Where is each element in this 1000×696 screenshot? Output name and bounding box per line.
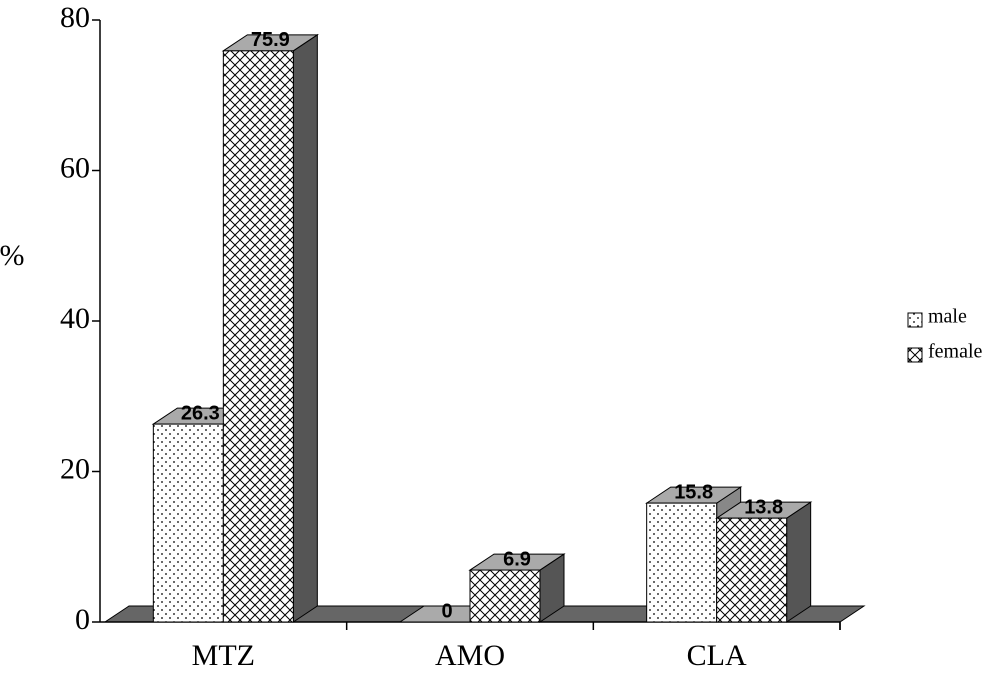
value-label: 13.8 <box>744 496 783 518</box>
legend-label: female <box>928 341 983 363</box>
legend-swatch <box>907 312 923 328</box>
y-axis-label: % <box>0 239 25 272</box>
bar-side <box>786 501 812 623</box>
bar <box>646 502 718 623</box>
x-tick-label: MTZ <box>192 639 255 672</box>
value-label: 15.8 <box>674 481 713 503</box>
value-label: 0 <box>441 600 452 622</box>
legend-swatch <box>907 347 923 363</box>
y-tick-label: 40 <box>60 302 90 335</box>
value-label: 75.9 <box>251 29 290 51</box>
x-tick-label: CLA <box>687 639 747 672</box>
x-tick-label: AMO <box>435 639 505 672</box>
bar <box>469 569 541 623</box>
bar <box>222 50 294 623</box>
value-label: 6.9 <box>503 548 531 570</box>
bar <box>152 423 224 623</box>
bar-side <box>292 33 318 623</box>
y-tick-label: 0 <box>75 603 90 636</box>
bar <box>716 517 788 623</box>
legend-label: male <box>928 306 967 328</box>
y-tick-label: 80 <box>60 1 90 34</box>
value-label: 26.3 <box>181 402 220 424</box>
y-tick-label: 60 <box>60 151 90 184</box>
y-tick-label: 20 <box>60 452 90 485</box>
